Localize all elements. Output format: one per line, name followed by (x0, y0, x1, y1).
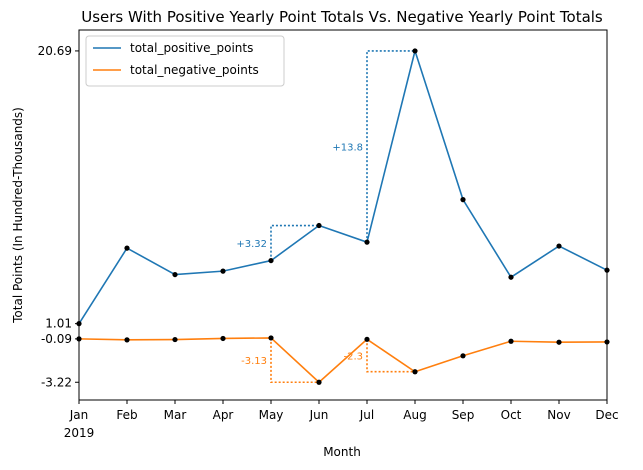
data-point (268, 257, 274, 264)
x-tick-label: Feb (116, 408, 137, 422)
y-axis-label: Total Points (In Hundred-Thousands) (11, 107, 25, 324)
annotation-connector (366, 339, 415, 373)
data-point (556, 339, 562, 345)
data-point (364, 239, 370, 245)
data-point (124, 337, 130, 343)
legend-label: total_positive_points (130, 41, 253, 55)
annotation-label: -2.3 (343, 352, 363, 363)
plot-area (78, 29, 608, 401)
x-axis-label: Month (323, 445, 361, 459)
data-points (76, 48, 610, 385)
annotation-label: +3.32 (236, 239, 267, 250)
annotation-label: -3.13 (241, 356, 267, 367)
y-tick-label: -0.09 (41, 332, 72, 346)
x-tick-label: Aug (403, 408, 426, 422)
data-point (316, 222, 322, 229)
data-point (460, 353, 466, 359)
data-point (412, 369, 418, 375)
series-line-total_negative_points (78, 337, 608, 384)
data-point (556, 243, 562, 249)
annotations: +3.32 +13.8 -3.13 -2.3 (236, 50, 415, 384)
data-point (220, 268, 226, 274)
data-point (460, 197, 466, 203)
data-point (172, 271, 178, 278)
x-tick-label: Oct (501, 408, 522, 422)
data-point (508, 274, 514, 280)
y-tick-label: -3.22 (41, 375, 72, 389)
chart-title: Users With Positive Yearly Point Totals … (81, 8, 603, 26)
series-lines (78, 48, 608, 384)
x-axis: Jan Feb Mar Apr May Jun Jul Aug Sep Oct Nov Dec (69, 400, 619, 422)
x-year-label: 2019 (64, 426, 95, 440)
x-tick-label: Jul (359, 408, 374, 422)
legend: total_positive_points total_negative_poin… (85, 35, 285, 87)
data-point (412, 48, 418, 54)
x-tick-label: Nov (547, 408, 570, 422)
y-tick-label: 1.01 (45, 317, 72, 331)
x-tick-label: Apr (213, 408, 234, 422)
data-point (124, 245, 130, 251)
legend-box (85, 35, 285, 87)
data-point (508, 338, 514, 344)
series-line-total_positive_points (78, 48, 608, 325)
x-tick-label: Mar (164, 408, 187, 422)
x-tick-label: Jan (69, 408, 89, 422)
data-point (604, 267, 610, 273)
data-point (604, 339, 610, 345)
data-point (220, 335, 226, 342)
legend-label: total_negative_points (130, 63, 259, 77)
y-tick-label: 20.69 (38, 44, 72, 58)
x-tick-label: Jun (309, 408, 329, 422)
data-point (364, 336, 370, 342)
data-point (316, 379, 322, 385)
data-point (268, 335, 274, 341)
x-tick-label: Sep (452, 408, 475, 422)
y-axis: 20.69 1.01-0.09 -3.22 (38, 44, 79, 389)
annotation-connector (270, 337, 319, 384)
annotation-label: +13.8 (332, 143, 363, 154)
x-tick-label: Dec (595, 408, 618, 422)
x-tick-label: May (259, 408, 284, 422)
data-point (172, 336, 178, 343)
